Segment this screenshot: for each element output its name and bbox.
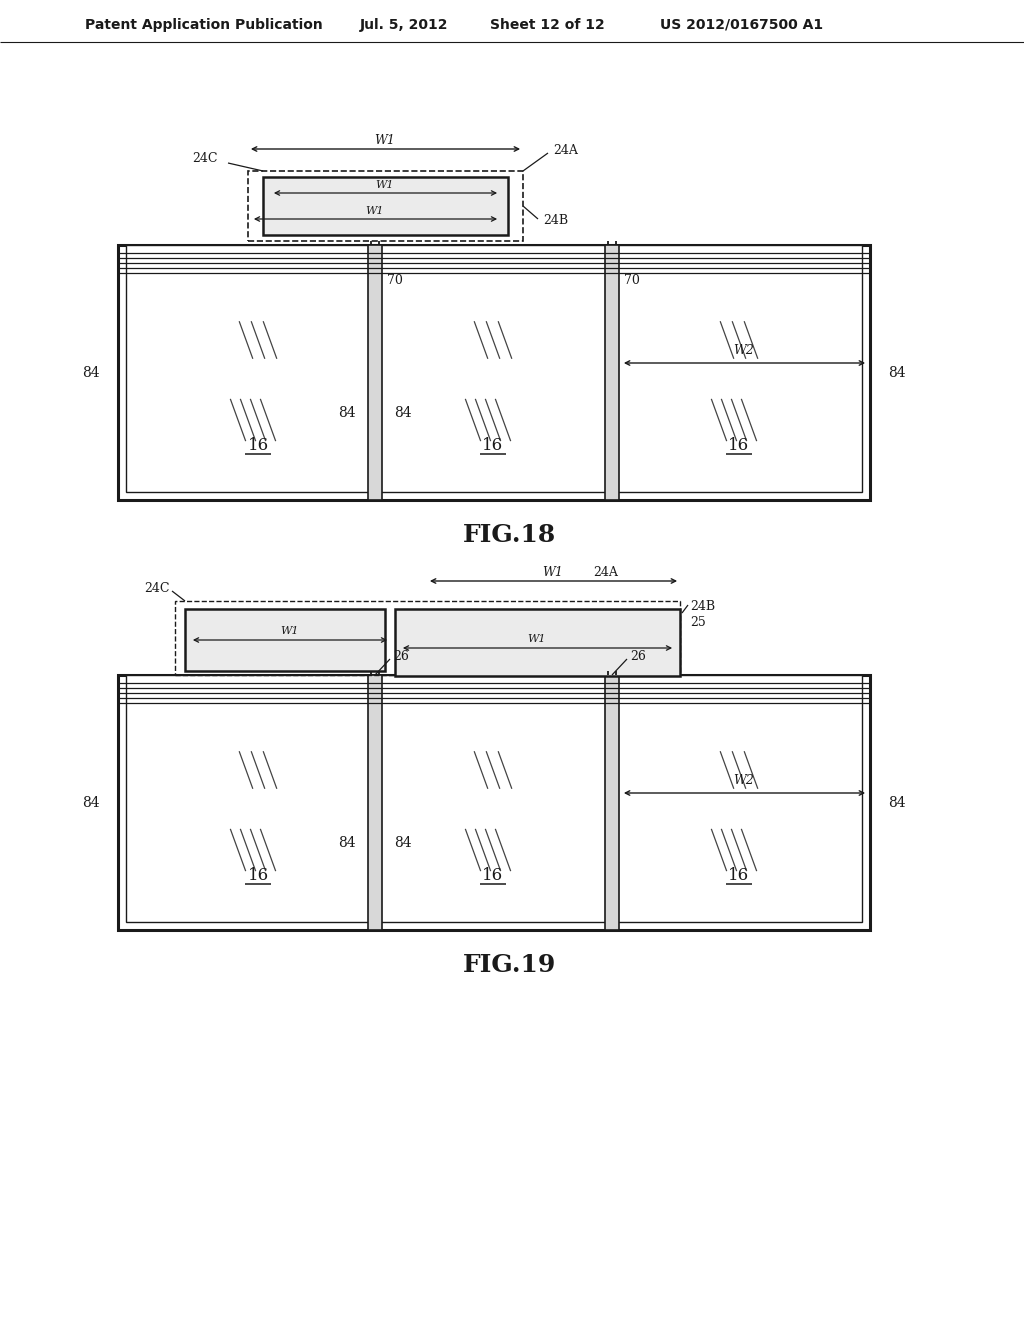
Bar (126, 675, 862, 921)
Text: 84: 84 (338, 407, 356, 420)
Text: W1: W1 (375, 135, 395, 148)
Text: Sheet 12 of 12: Sheet 12 of 12 (490, 18, 605, 32)
Bar (263, 177, 508, 235)
Text: 16: 16 (248, 866, 268, 883)
Text: Patent Application Publication: Patent Application Publication (85, 18, 323, 32)
Text: 25: 25 (690, 616, 706, 630)
Text: W1: W1 (366, 206, 384, 216)
Bar (185, 609, 385, 671)
Text: 84: 84 (394, 407, 412, 420)
Text: W1: W1 (527, 634, 546, 644)
Text: 84: 84 (82, 796, 100, 810)
Text: 84: 84 (394, 836, 412, 850)
Text: US 2012/0167500 A1: US 2012/0167500 A1 (660, 18, 823, 32)
Text: 26: 26 (393, 651, 409, 664)
Bar (605, 246, 618, 500)
Text: W2: W2 (733, 345, 755, 358)
Text: 24C: 24C (193, 153, 218, 165)
Text: 24A: 24A (593, 565, 617, 578)
Text: 84: 84 (82, 366, 100, 380)
Text: 70: 70 (624, 273, 640, 286)
Text: 24B: 24B (543, 214, 568, 227)
Text: 84: 84 (888, 796, 905, 810)
Text: W1: W1 (543, 565, 563, 578)
Text: 84: 84 (888, 366, 905, 380)
Text: W1: W1 (281, 626, 299, 636)
Bar (395, 609, 680, 676)
Text: 16: 16 (728, 866, 750, 883)
Bar (605, 675, 618, 931)
Text: 24B: 24B (690, 599, 715, 612)
Text: Jul. 5, 2012: Jul. 5, 2012 (360, 18, 449, 32)
Text: FIG.18: FIG.18 (464, 523, 557, 546)
Text: 16: 16 (482, 866, 504, 883)
Text: 24A: 24A (553, 144, 578, 157)
Bar (118, 246, 870, 500)
Bar (126, 246, 862, 492)
Text: 84: 84 (338, 836, 356, 850)
Text: 16: 16 (248, 437, 268, 454)
Text: W2: W2 (733, 775, 755, 788)
Bar (248, 172, 523, 242)
Text: 24C: 24C (144, 582, 170, 595)
Bar (368, 246, 382, 500)
Bar (368, 675, 382, 931)
Text: 26: 26 (630, 651, 646, 664)
Text: W1: W1 (376, 180, 394, 190)
Bar (175, 601, 680, 675)
Text: FIG.19: FIG.19 (463, 953, 557, 977)
Text: 16: 16 (482, 437, 504, 454)
Bar (118, 675, 870, 931)
Text: 16: 16 (728, 437, 750, 454)
Text: 70: 70 (387, 273, 402, 286)
